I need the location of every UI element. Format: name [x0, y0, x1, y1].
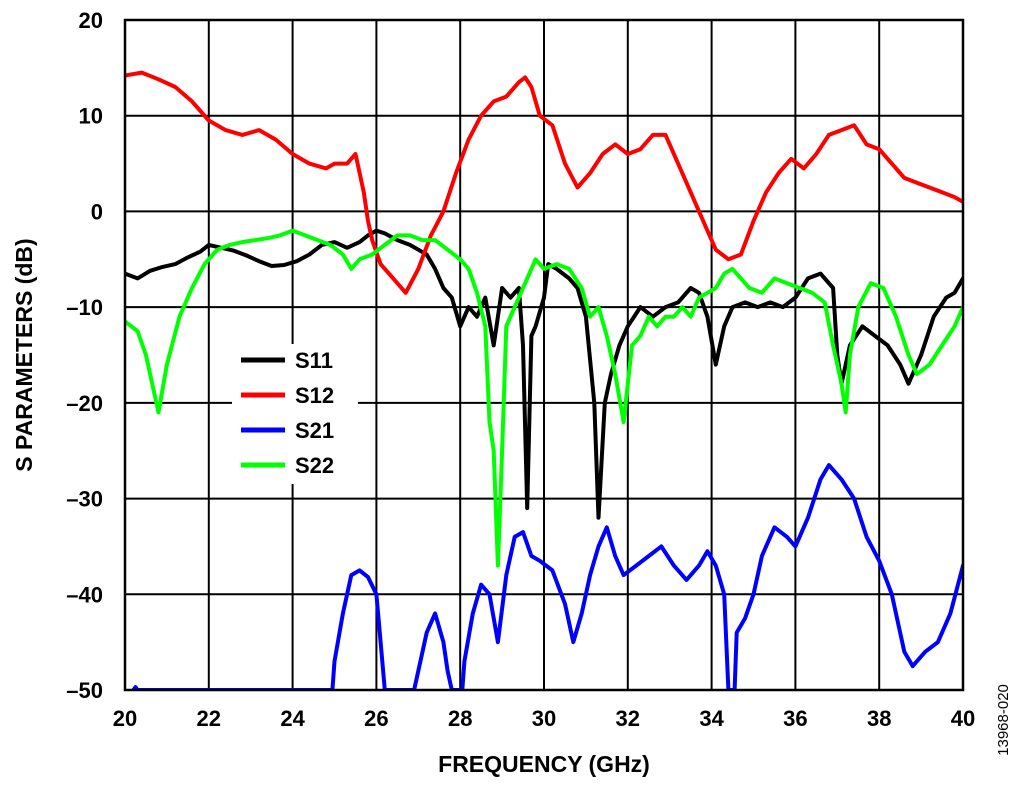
x-axis-title: FREQUENCY (GHz)	[438, 751, 650, 777]
x-tick-label: 20	[113, 706, 137, 731]
x-tick-label: 32	[616, 706, 640, 731]
series-line-s11	[125, 228, 963, 520]
legend-label-s12: S12	[295, 383, 334, 408]
figure-id: 13968-020	[995, 684, 1012, 756]
plot-frame	[123, 18, 965, 692]
series-line-s21	[131, 463, 963, 690]
series-line-s22	[125, 228, 963, 568]
y-tick-label: 20	[79, 8, 103, 33]
y-axis-title: S PARAMETERS (dB)	[11, 238, 37, 471]
x-tick-label: 24	[280, 706, 305, 731]
x-tick-label: 36	[783, 706, 807, 731]
y-tick-label: 0	[91, 199, 103, 224]
x-tick-label: 38	[867, 706, 891, 731]
y-tick-label: –30	[66, 487, 103, 512]
series-lines	[125, 70, 963, 690]
y-tick-label: –20	[66, 391, 103, 416]
x-tick-label: 28	[448, 706, 472, 731]
legend: S11 S12 S21 S22	[232, 344, 358, 484]
x-tick-label: 30	[532, 706, 556, 731]
legend-box	[232, 344, 358, 484]
legend-label-s21: S21	[295, 418, 334, 443]
y-tick-label: –40	[66, 582, 103, 607]
x-tick-label: 26	[364, 706, 388, 731]
legend-label-s22: S22	[295, 453, 334, 478]
x-tick-labels: 20 22 24 26 28 30 32 34 36 38 40	[113, 706, 975, 731]
series-line-s12	[125, 70, 963, 295]
y-tick-labels: 20 10 0 –10 –20 –30 –40 –50	[66, 8, 103, 703]
y-tick-label: –50	[66, 678, 103, 703]
y-tick-label: –10	[66, 295, 103, 320]
x-tick-label: 22	[197, 706, 221, 731]
x-tick-label: 40	[951, 706, 975, 731]
legend-label-s11: S11	[295, 348, 333, 373]
y-tick-label: 10	[79, 104, 103, 129]
x-tick-label: 34	[699, 706, 724, 731]
